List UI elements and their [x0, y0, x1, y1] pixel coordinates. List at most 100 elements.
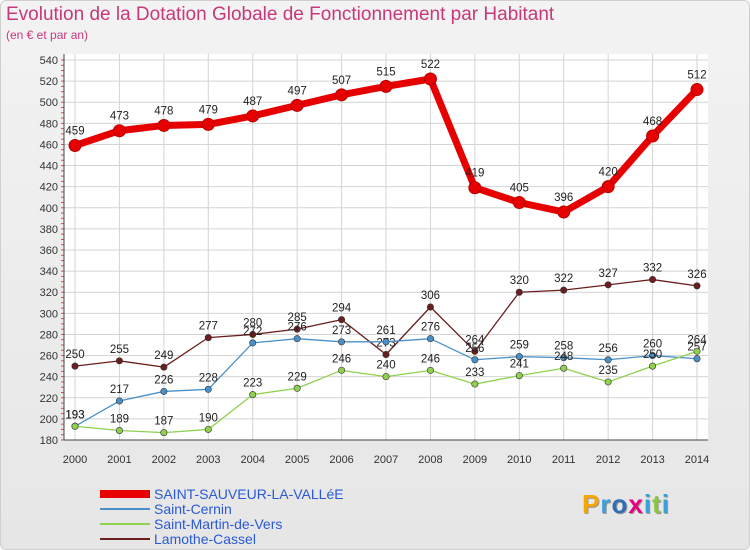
data-label: 189	[110, 414, 129, 426]
data-point	[249, 339, 257, 347]
data-point	[471, 356, 479, 364]
x-tick-label: 2000	[63, 454, 87, 466]
data-label: 487	[243, 96, 262, 108]
data-label: 257	[687, 342, 706, 354]
data-label: 332	[643, 263, 662, 275]
data-point	[293, 384, 301, 392]
x-tick-label: 2005	[285, 454, 309, 466]
data-label: 226	[154, 374, 173, 386]
x-tick-label: 2014	[685, 454, 709, 466]
y-tick-label: 360	[40, 245, 58, 257]
data-label: 229	[288, 371, 307, 383]
data-point	[335, 88, 349, 102]
data-point	[160, 387, 168, 395]
data-point	[157, 118, 171, 132]
data-label: 326	[687, 269, 706, 281]
data-point	[512, 196, 526, 209]
proxiti-logo: Proxiti	[582, 489, 670, 519]
data-point	[115, 426, 123, 434]
data-label: 522	[421, 59, 440, 71]
data-point	[68, 139, 82, 152]
data-point	[690, 83, 704, 97]
legend-swatch	[100, 537, 150, 540]
data-point	[649, 352, 657, 360]
y-tick-label: 220	[40, 393, 58, 405]
data-label: 259	[510, 340, 529, 352]
data-point	[293, 335, 301, 343]
legend-label: Saint-Martin-de-Vers	[154, 515, 283, 532]
data-label: 515	[376, 66, 395, 78]
data-label: 246	[421, 353, 440, 365]
data-label: 250	[65, 349, 84, 361]
y-tick-label: 340	[40, 266, 58, 278]
data-point	[423, 72, 437, 86]
y-tick-label: 380	[40, 224, 58, 236]
data-point	[560, 364, 568, 372]
data-label: 272	[243, 326, 262, 338]
data-label: 320	[510, 275, 529, 287]
legend-label: SAINT-SAUVEUR-LA-VALLéE	[154, 485, 344, 502]
y-tick-label: 240	[40, 372, 58, 384]
y-tick-label: 300	[40, 308, 58, 320]
data-label: 468	[643, 116, 662, 128]
data-point	[204, 425, 212, 433]
data-point	[601, 180, 615, 194]
data-label: 405	[510, 183, 529, 195]
data-label: 273	[332, 325, 351, 337]
data-label: 264	[465, 334, 485, 346]
data-point	[560, 354, 568, 362]
x-tick-label: 2001	[107, 454, 131, 466]
data-point	[249, 330, 257, 338]
data-point	[382, 338, 390, 346]
data-point	[426, 303, 434, 311]
y-tick-label: 200	[40, 414, 58, 426]
data-point	[246, 109, 260, 123]
data-point	[468, 181, 482, 195]
legend-item: Lamothe-Cassel	[100, 531, 344, 547]
data-label: 256	[465, 343, 484, 355]
data-point	[160, 363, 168, 371]
data-point	[515, 288, 523, 296]
x-tick-label: 2013	[640, 454, 664, 466]
legend-swatch	[100, 507, 150, 510]
data-point	[693, 355, 701, 363]
data-point	[604, 281, 612, 289]
data-label: 280	[243, 317, 262, 329]
y-tick-label: 400	[40, 203, 58, 215]
data-point	[338, 366, 346, 374]
y-tick-label: 520	[40, 76, 58, 88]
legend-item: Saint-Cernin	[100, 501, 344, 517]
data-point	[338, 338, 346, 346]
data-label: 497	[288, 85, 307, 97]
y-tick-label: 420	[40, 182, 58, 194]
data-label: 479	[199, 104, 218, 116]
data-label: 420	[599, 167, 618, 179]
data-point	[649, 362, 657, 370]
data-point	[71, 362, 79, 370]
data-label: 240	[376, 360, 395, 372]
data-point	[201, 117, 215, 131]
y-tick-label: 540	[40, 55, 58, 67]
data-label: 246	[332, 353, 351, 365]
x-tick-label: 2009	[463, 454, 487, 466]
y-tick-label: 280	[40, 329, 58, 341]
chart-title: Evolution de la Dotation Globale de Fonc…	[6, 4, 555, 25]
data-label: 277	[199, 321, 218, 333]
legend-swatch	[100, 522, 150, 525]
y-tick-label: 260	[40, 351, 58, 363]
data-point	[338, 316, 346, 324]
data-label: 419	[465, 168, 484, 180]
data-point	[557, 205, 571, 219]
y-tick-label: 500	[40, 97, 58, 109]
data-label: 241	[510, 359, 529, 371]
data-label: 193	[65, 409, 84, 421]
data-label: 507	[332, 75, 351, 87]
data-point	[204, 334, 212, 342]
data-point	[693, 282, 701, 290]
x-tick-label: 2011	[552, 454, 576, 466]
chart-subtitle: (en € et par an)	[6, 28, 89, 42]
data-point	[115, 357, 123, 365]
data-point	[426, 366, 434, 374]
data-point	[71, 422, 79, 430]
